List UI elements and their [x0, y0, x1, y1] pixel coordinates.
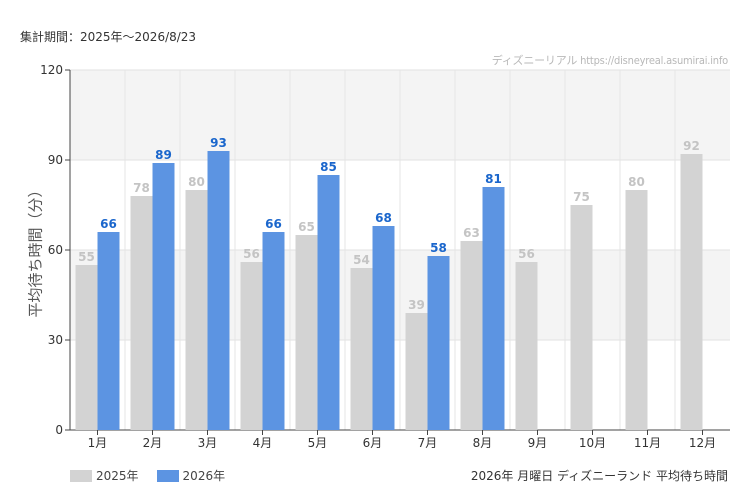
- data-label-2025: 80: [628, 175, 645, 189]
- bar-2025: [515, 262, 538, 430]
- period-label: 集計期間：2025年～2026/8/23: [20, 30, 197, 44]
- data-label-2025: 92: [683, 139, 700, 153]
- bar-2025: [405, 313, 428, 430]
- data-label-2026: 81: [485, 172, 502, 186]
- bar-2025: [570, 205, 593, 430]
- data-label-2025: 39: [408, 298, 425, 312]
- y-tick-label: 120: [40, 63, 63, 77]
- x-tick-label: 10月: [579, 436, 606, 450]
- bar-2025: [350, 268, 373, 430]
- data-label-2026: 93: [210, 136, 227, 150]
- x-tick-label: 8月: [473, 436, 493, 450]
- bar-2025: [680, 154, 703, 430]
- x-tick-label: 5月: [308, 436, 328, 450]
- bar-2026: [152, 163, 175, 430]
- x-tick-label: 2月: [143, 436, 163, 450]
- data-label-2026: 66: [265, 217, 282, 231]
- y-tick-label: 0: [55, 423, 63, 437]
- data-label-2025: 78: [133, 181, 150, 195]
- y-tick-label: 30: [48, 333, 63, 347]
- legend-swatch-2025: [70, 469, 92, 482]
- bar-2026: [372, 226, 395, 430]
- y-tick-label: 60: [48, 243, 63, 257]
- data-label-2025: 80: [188, 175, 205, 189]
- x-tick-label: 11月: [634, 436, 661, 450]
- bar-2026: [317, 175, 340, 430]
- data-label-2025: 56: [243, 247, 260, 261]
- bar-2025: [625, 190, 648, 430]
- x-tick-label: 9月: [528, 436, 548, 450]
- chart-caption: 2026年 月曜日 ディズニーランド 平均待ち時間: [470, 469, 728, 483]
- data-label-2026: 58: [430, 241, 447, 255]
- data-label-2025: 55: [78, 250, 95, 264]
- x-tick-label: 4月: [253, 436, 273, 450]
- data-label-2025: 75: [573, 190, 590, 204]
- legend-item-2026[interactable]: 2026年: [156, 467, 226, 484]
- legend-item-2025[interactable]: 2025年: [70, 467, 139, 484]
- bar-2026: [207, 151, 230, 430]
- bar-2025: [240, 262, 263, 430]
- bar-2026: [427, 256, 450, 430]
- bar-2026: [97, 232, 120, 430]
- bar-2026: [482, 187, 505, 430]
- legend-label-2026: 2026年: [182, 469, 226, 483]
- data-label-2025: 56: [518, 247, 535, 261]
- bar-2025: [185, 190, 208, 430]
- legend-swatch-2026: [156, 469, 179, 482]
- y-tick-label: 90: [48, 153, 63, 167]
- bar-2026: [262, 232, 285, 430]
- x-tick-label: 12月: [689, 436, 716, 450]
- data-label-2026: 89: [155, 148, 172, 162]
- x-tick-label: 3月: [198, 436, 218, 450]
- data-label-2026: 66: [100, 217, 117, 231]
- bar-2025: [75, 265, 98, 430]
- legend-label-2025: 2025年: [96, 469, 139, 483]
- data-label-2025: 65: [298, 220, 315, 234]
- credit-label: ディズニーリアル https://disneyreal.asumirai.inf…: [491, 54, 728, 67]
- data-label-2025: 63: [463, 226, 480, 240]
- data-label-2026: 68: [375, 211, 392, 225]
- bar-2025: [460, 241, 483, 430]
- bar-2025: [130, 196, 153, 430]
- x-tick-label: 6月: [363, 436, 383, 450]
- data-label-2025: 54: [353, 253, 370, 267]
- bar-2025: [295, 235, 318, 430]
- x-tick-label: 7月: [418, 436, 438, 450]
- data-label-2026: 85: [320, 160, 337, 174]
- legend: 2025年 2026年: [70, 467, 225, 484]
- x-tick-label: 1月: [88, 436, 108, 450]
